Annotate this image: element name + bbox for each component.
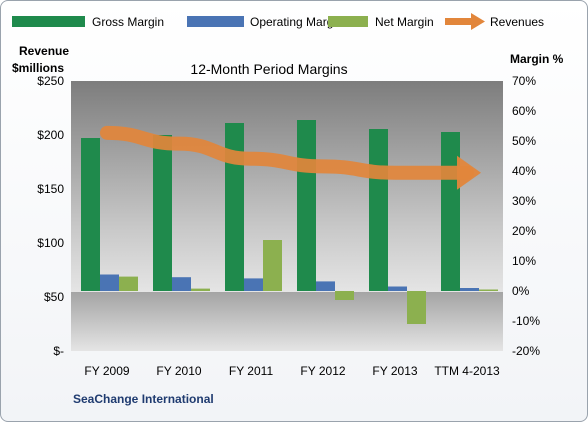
net-margin-bar bbox=[335, 291, 354, 300]
gross-margin-bar bbox=[153, 135, 172, 291]
left-axis-tick-label: $150 bbox=[37, 182, 64, 196]
plot-floor bbox=[71, 292, 503, 351]
left-axis-tick-label: $200 bbox=[37, 128, 64, 142]
right-axis-tick-label: 0% bbox=[512, 284, 530, 298]
right-axis-tick-label: -10% bbox=[512, 314, 540, 328]
operating-margin-bar bbox=[172, 277, 191, 291]
right-axis-tick-label: 50% bbox=[512, 134, 536, 148]
left-axis-title-line1: Revenue bbox=[19, 44, 69, 58]
gross-margin-bar bbox=[81, 138, 100, 291]
gross-margin-bar bbox=[369, 129, 388, 291]
left-axis-tick-label: $50 bbox=[44, 290, 64, 304]
right-axis-tick-label: -20% bbox=[512, 344, 540, 358]
right-axis-tick-label: 10% bbox=[512, 254, 536, 268]
operating-margin-bar bbox=[388, 286, 407, 291]
company-name: SeaChange International bbox=[73, 392, 214, 406]
left-axis-tick-label: $- bbox=[53, 344, 64, 358]
gross-margin-bar bbox=[225, 123, 244, 291]
category-label: FY 2012 bbox=[300, 364, 345, 378]
net-margin-bar bbox=[407, 291, 426, 324]
legend-label-net-margin: Net Margin bbox=[375, 15, 434, 29]
operating-margin-bar bbox=[100, 274, 119, 291]
legend-label-gross-margin: Gross Margin bbox=[92, 15, 164, 29]
revenues-arrowhead bbox=[457, 155, 481, 190]
revenues-line bbox=[100, 125, 474, 180]
legend-label-operating-margin: Operating Margin bbox=[250, 15, 343, 29]
legend: Gross Margin Operating Margin Net Margin… bbox=[12, 13, 544, 30]
right-axis-tick-label: 20% bbox=[512, 224, 536, 238]
net-margin-bar bbox=[119, 276, 138, 291]
category-label: TTM 4-2013 bbox=[434, 364, 500, 378]
right-axis-tick-label: 30% bbox=[512, 194, 536, 208]
gross-margin-bar bbox=[297, 120, 316, 291]
net-margin-bar bbox=[263, 240, 282, 291]
chart-title: 12-Month Period Margins bbox=[190, 61, 347, 77]
category-label: FY 2013 bbox=[372, 364, 417, 378]
net-margin-bar bbox=[191, 288, 210, 291]
legend-swatch-net-margin bbox=[328, 16, 368, 27]
right-axis-tick-label: 70% bbox=[512, 74, 536, 88]
operating-margin-bar bbox=[460, 288, 479, 291]
left-axis-tick-label: $100 bbox=[37, 236, 64, 250]
gross-margin-bar bbox=[441, 132, 460, 291]
legend-label-revenues: Revenues bbox=[490, 15, 544, 29]
left-axis-tick-label: $250 bbox=[37, 74, 64, 88]
right-axis-tick-label: 40% bbox=[512, 164, 536, 178]
category-label: FY 2009 bbox=[84, 364, 129, 378]
legend-swatch-gross-margin bbox=[12, 16, 85, 27]
left-axis-title-line2: $millions bbox=[12, 61, 64, 75]
operating-margin-bar bbox=[316, 281, 335, 291]
legend-swatch-revenues bbox=[445, 13, 485, 30]
net-margin-bar bbox=[479, 289, 498, 291]
right-axis-title: Margin % bbox=[510, 52, 564, 66]
right-axis-tick-label: 60% bbox=[512, 104, 536, 118]
category-label: FY 2010 bbox=[156, 364, 201, 378]
operating-margin-bar bbox=[244, 278, 263, 291]
legend-swatch-operating-margin bbox=[187, 16, 244, 27]
category-label: FY 2011 bbox=[229, 364, 274, 378]
